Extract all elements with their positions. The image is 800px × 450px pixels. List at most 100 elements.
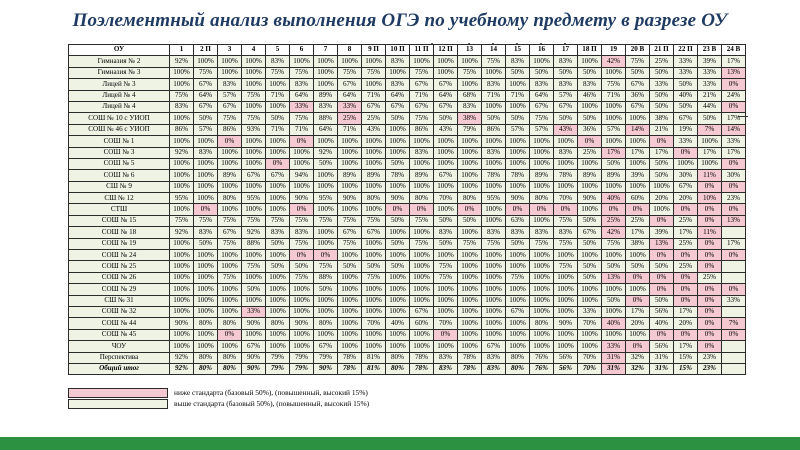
value-cell: 100% (265, 78, 290, 91)
value-cell: 57% (217, 89, 242, 102)
value-cell: 90% (289, 192, 314, 205)
value-cell: 90% (577, 192, 602, 205)
value-cell: 75% (169, 89, 194, 102)
value-cell: 100% (241, 249, 266, 262)
table-row: Лицей № 4 75% 64% 57% 75% 71% 64% 89% 64% 71% 64% 7… (68, 89, 746, 102)
value-cell: 75% (193, 66, 218, 80)
value-cell: 78% (337, 362, 362, 376)
value-cell: 33% (673, 135, 698, 148)
value-cell: 79% (313, 351, 338, 364)
value-cell: 83% (481, 146, 506, 159)
school-name-cell: СШ № 12 (68, 192, 170, 205)
value-cell: 100% (457, 249, 482, 262)
value-cell: 94% (289, 169, 314, 182)
table-row: ЧОУ 100% 100% 100% 67% 100% 100% 67% 100% 100% 100… (68, 340, 746, 353)
value-cell: 100% (265, 146, 290, 159)
value-cell: 63% (505, 214, 530, 228)
value-cell: 0% (697, 317, 722, 330)
value-cell: 50% (577, 66, 602, 80)
table-row: СОШ № 32 100% 100% 100% 33% 100% 100% 100% 100% 1… (68, 305, 746, 319)
value-cell: 100% (433, 283, 458, 296)
value-cell: 100% (265, 100, 290, 114)
value-cell: 83% (265, 55, 290, 68)
value-cell: 100% (385, 249, 410, 262)
value-cell: 100% (505, 249, 530, 262)
value-cell: 75% (217, 214, 242, 228)
value-cell: 11% (697, 226, 722, 239)
value-cell: 100% (241, 146, 266, 159)
value-cell: 64% (529, 89, 554, 102)
value-cell: 100% (529, 157, 554, 171)
value-cell: 70% (361, 317, 386, 330)
value-cell: 90% (553, 317, 578, 330)
school-name-cell: СОШ № 19 (68, 237, 170, 251)
value-cell: 64% (433, 89, 458, 102)
value-cell: 0% (289, 249, 314, 262)
value-cell: 10% (697, 192, 722, 205)
value-cell: 88% (313, 271, 338, 285)
value-cell: 100% (409, 271, 434, 285)
value-cell: 0% (697, 260, 722, 273)
table-row: Гимназия № 3 100% 75% 100% 100% 75% 75% 100% 75%… (68, 66, 746, 80)
value-cell: 75% (553, 237, 578, 251)
value-cell: 78% (481, 169, 506, 182)
school-name-cell: СОШ № 29 (68, 283, 170, 296)
value-cell: 0% (697, 283, 722, 296)
value-cell: 67% (409, 100, 434, 114)
school-name-cell: СТШ (68, 203, 170, 216)
value-cell: 67% (193, 100, 218, 114)
value-cell: 0% (457, 203, 482, 216)
value-cell: 100% (577, 203, 602, 216)
school-name-cell: СОШ № 26 (68, 271, 170, 285)
value-cell: 100% (217, 180, 242, 194)
value-cell: 75% (457, 66, 482, 80)
value-cell: 0% (649, 214, 674, 228)
value-cell: 83% (169, 100, 194, 114)
value-cell: 100% (481, 305, 506, 319)
value-cell: 17% (649, 146, 674, 159)
value-cell: 100% (169, 283, 194, 296)
value-cell: 0% (625, 340, 650, 353)
value-cell: 100% (289, 55, 314, 68)
value-cell: 100% (553, 157, 578, 171)
value-cell: 83% (481, 351, 506, 364)
value-cell: 64% (313, 123, 338, 137)
value-cell: 100% (481, 214, 506, 228)
value-cell: 100% (169, 180, 194, 194)
value-cell: 100% (241, 66, 266, 80)
value-cell: 56% (553, 362, 578, 376)
value-cell: 100% (313, 203, 338, 216)
value-cell: 80% (529, 192, 554, 205)
value-cell: 50% (505, 237, 530, 251)
value-cell: 17% (673, 340, 698, 353)
value-cell: 39% (697, 55, 722, 68)
value-cell: 83% (505, 226, 530, 239)
value-cell: 100% (601, 100, 626, 114)
value-cell: 100% (673, 157, 698, 171)
value-cell: 31% (649, 362, 674, 376)
value-cell: 50% (649, 157, 674, 171)
value-cell: 25% (337, 112, 362, 125)
value-cell: 100% (457, 283, 482, 296)
value-cell: 100% (361, 283, 386, 296)
table-row: СОШ № 6 100% 100% 89% 67% 67% 94% 100% 89% 89% 78%… (68, 169, 746, 182)
school-name-cell: СОШ № 10 с УИОП (68, 112, 170, 125)
value-cell: 0% (697, 203, 722, 216)
value-cell: 89% (337, 169, 362, 182)
value-cell: 100% (337, 305, 362, 319)
value-cell: 100% (385, 135, 410, 148)
value-cell: 100% (313, 294, 338, 308)
value-cell: 100% (529, 55, 554, 68)
value-cell: 100% (241, 294, 266, 308)
value-cell: 100% (361, 203, 386, 216)
value-cell: 100% (337, 146, 362, 159)
value-cell: 100% (361, 157, 386, 171)
value-cell: 0% (289, 203, 314, 216)
value-cell: 75% (601, 237, 626, 251)
value-cell: 0% (673, 294, 698, 308)
value-cell: 75% (553, 260, 578, 273)
value-cell: 56% (649, 305, 674, 319)
value-cell: 31% (601, 362, 626, 376)
value-cell: 25% (601, 214, 626, 228)
value-cell: 33% (601, 340, 626, 353)
